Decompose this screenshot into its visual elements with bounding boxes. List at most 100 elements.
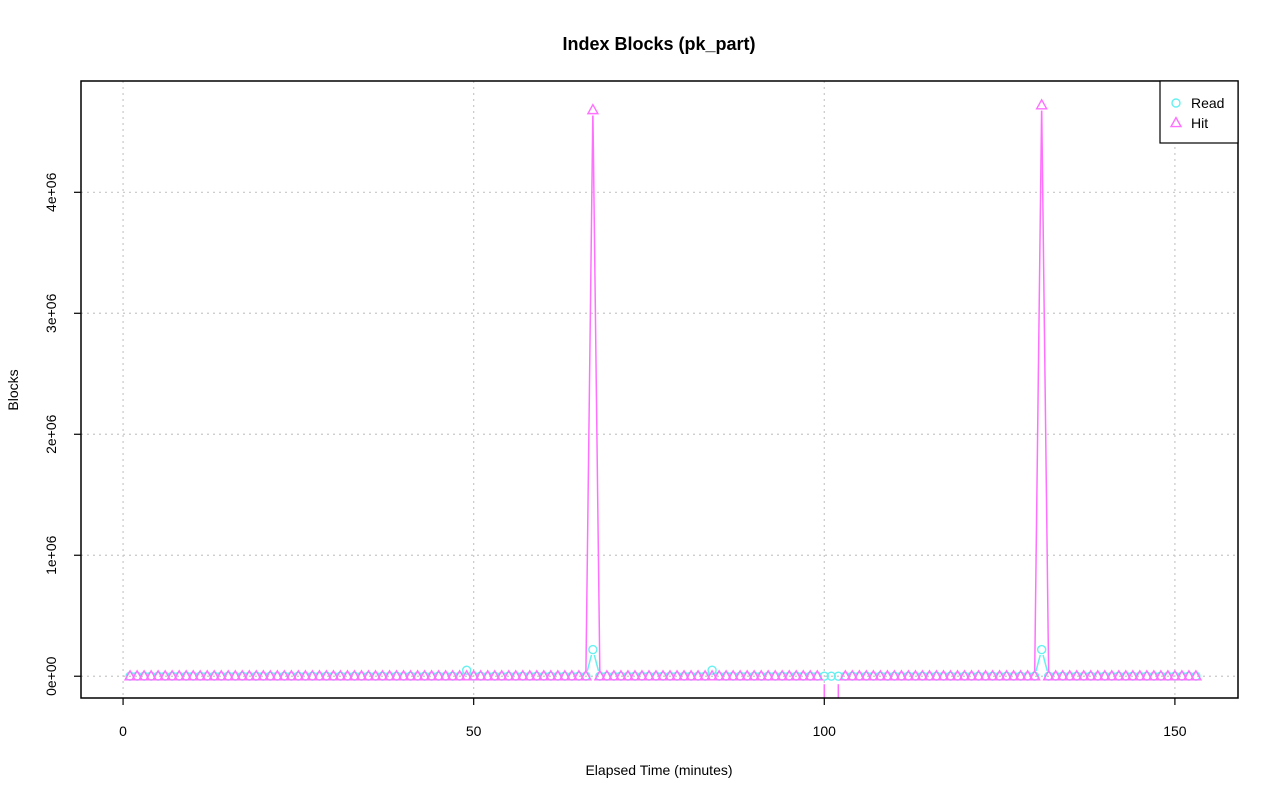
data-point-hit — [481, 669, 494, 681]
data-point-hit — [467, 669, 480, 681]
data-point-hit — [299, 669, 312, 681]
data-point-hit — [916, 669, 929, 681]
data-point-hit — [348, 669, 361, 681]
y-tick-label: 2e+06 — [43, 414, 59, 454]
y-tick-label: 3e+06 — [43, 293, 59, 333]
data-point-hit — [215, 669, 228, 681]
data-point-hit — [769, 669, 782, 681]
data-point-hit — [523, 669, 536, 681]
legend-label-hit: Hit — [1191, 115, 1208, 131]
data-point-hit — [236, 669, 249, 681]
x-tick-label: 100 — [813, 723, 837, 739]
series-segment — [1033, 110, 1043, 671]
data-point-hit — [846, 669, 859, 681]
data-point-hit — [895, 669, 908, 681]
x-tick-label: 150 — [1163, 723, 1187, 739]
data-point-hit — [1077, 669, 1090, 681]
data-point-hit — [628, 669, 642, 681]
data-point-hit — [579, 669, 593, 681]
data-point-hit — [369, 669, 382, 681]
data-point-hit — [930, 669, 943, 681]
data-point-hit — [621, 669, 635, 681]
data-point-read — [826, 671, 836, 681]
chart-title: Index Blocks (pk_part) — [562, 34, 755, 54]
data-point-hit — [172, 669, 186, 681]
series-segment — [1040, 110, 1050, 671]
data-point-hit — [123, 669, 137, 681]
series-segment — [593, 654, 600, 672]
data-point-hit — [811, 669, 824, 681]
data-point-hit — [614, 669, 628, 681]
data-point-hit — [804, 669, 817, 681]
data-point-hit — [642, 669, 656, 681]
legend: Read Hit — [1159, 80, 1239, 144]
data-point-hit — [867, 669, 880, 681]
data-point-hit — [1140, 669, 1154, 681]
data-point-hit — [362, 669, 375, 681]
data-point-hit — [537, 669, 550, 681]
data-point-hit — [544, 669, 558, 681]
data-point-hit — [1042, 669, 1055, 681]
data-point-hit — [432, 669, 445, 681]
data-point-hit — [951, 669, 964, 681]
data-point-hit — [201, 669, 214, 681]
data-point-hit — [509, 669, 522, 681]
x-axis-label: Elapsed Time (minutes) — [585, 762, 732, 778]
y-tick-label: 4e+06 — [43, 172, 59, 212]
data-point-hit — [411, 669, 424, 681]
data-point-hit — [418, 669, 431, 681]
data-point-hit — [677, 669, 691, 681]
data-point-hit — [761, 669, 775, 681]
data-point-hit — [250, 669, 263, 681]
data-point-hit — [649, 669, 663, 681]
data-point-hit — [179, 669, 193, 681]
data-point-hit — [691, 669, 705, 681]
data-point-hit — [341, 669, 354, 681]
data-point-hit — [383, 669, 396, 681]
data-point-hit — [327, 669, 340, 681]
data-point-hit — [1119, 669, 1132, 681]
data-point-hit — [187, 669, 200, 681]
data-point-hit — [516, 669, 529, 681]
data-point-hit — [1161, 669, 1175, 681]
y-axis-label: Blocks — [5, 369, 21, 410]
data-point-hit — [607, 669, 621, 681]
data-point-hit — [1028, 669, 1041, 681]
data-point-hit — [937, 669, 950, 681]
data-point-read — [588, 644, 598, 655]
data-point-hit — [1049, 669, 1062, 681]
data-point-hit — [600, 669, 614, 681]
x-tick-label: 0 — [119, 723, 127, 739]
data-point-hit — [320, 669, 333, 681]
data-point-hit — [663, 669, 677, 681]
legend-label-read: Read — [1191, 95, 1224, 111]
data-point-hit — [474, 669, 487, 681]
data-point-hit — [1084, 669, 1097, 681]
data-point-hit — [488, 669, 501, 681]
data-point-hit — [460, 669, 473, 681]
data-point-hit — [404, 669, 417, 681]
data-point-hit — [355, 669, 368, 681]
data-point-hit — [565, 669, 579, 681]
data-point-hit — [853, 669, 866, 681]
data-point-hit — [1112, 669, 1125, 681]
data-point-hit — [1175, 669, 1189, 681]
data-point-hit — [593, 669, 607, 681]
data-point-hit — [572, 669, 586, 681]
data-point-hit — [285, 669, 298, 681]
data-point-hit — [194, 669, 207, 681]
data-point-hit — [733, 669, 747, 681]
data-point-hit — [495, 669, 508, 681]
series-segment — [1035, 654, 1041, 672]
data-point-hit — [965, 669, 978, 681]
data-point-hit — [719, 669, 733, 681]
y-tick-label: 1e+06 — [43, 535, 59, 575]
data-point-hit — [1021, 669, 1034, 681]
data-point-hit — [1056, 669, 1069, 681]
data-point-hit — [425, 669, 438, 681]
data-point-hit — [130, 669, 144, 681]
data-point-hit — [390, 669, 403, 681]
data-point-hit — [944, 669, 957, 681]
data-point-hit — [797, 669, 810, 681]
